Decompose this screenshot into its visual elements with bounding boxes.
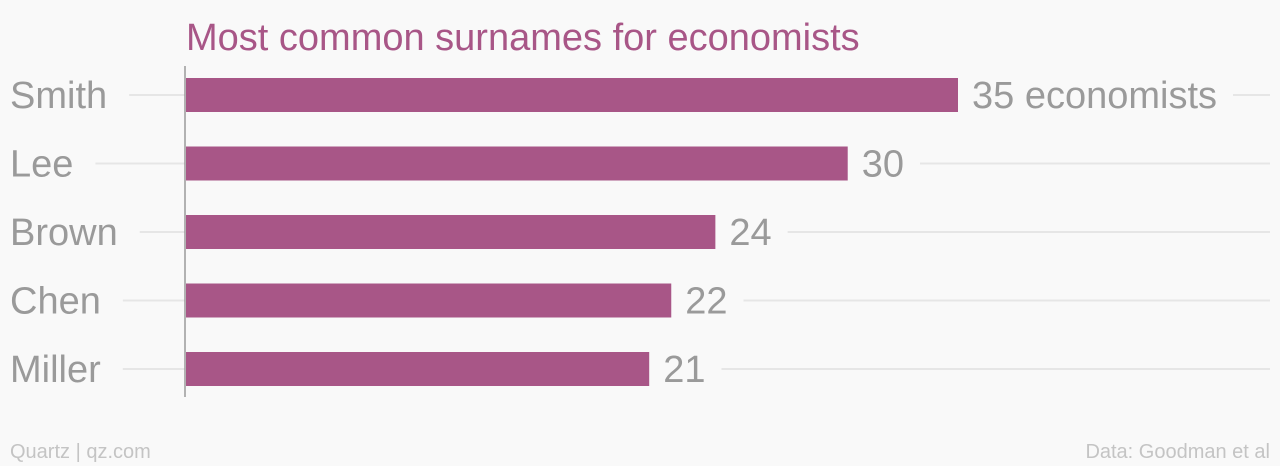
category-label-miller: Miller [10,349,101,391]
category-label-chen: Chen [10,281,101,323]
chart-title: Most common surnames for economists [186,17,860,59]
value-label-lee: 30 [862,144,904,186]
value-label-brown: 24 [729,212,771,254]
value-label-smith: 35 economists [972,75,1217,117]
category-label-lee: Lee [10,144,73,186]
source-left: Quartz | qz.com [10,441,151,463]
bar-lee [186,146,848,181]
value-label-chen: 22 [685,281,727,323]
bar-miller [186,352,650,386]
category-labels: Smith Lee Brown Chen Miller [10,75,118,391]
source-right: Data: Goodman et al [1085,441,1270,463]
bars [186,78,958,386]
category-label-brown: Brown [10,212,118,254]
value-label-miller: 21 [663,349,705,391]
bar-smith [186,78,958,112]
bar-brown [186,215,716,249]
category-label-smith: Smith [10,75,107,117]
bar-chen [186,283,672,318]
gridlines [95,94,1270,370]
